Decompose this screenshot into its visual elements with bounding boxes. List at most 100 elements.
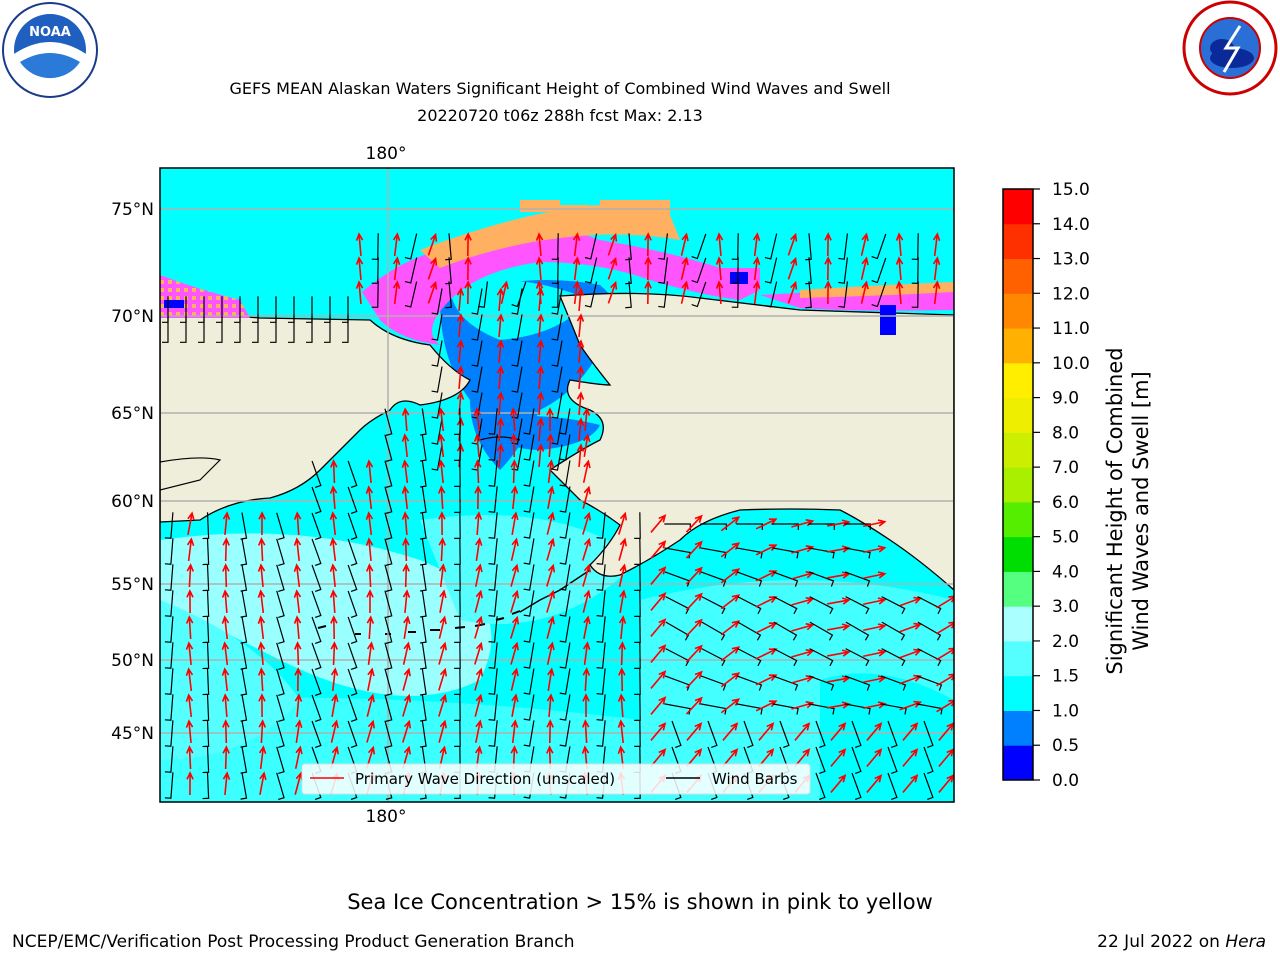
wind-barb	[404, 281, 418, 308]
footer-date-text: 22 Jul 2022 on	[1097, 932, 1226, 952]
colorbar-segment	[1003, 362, 1033, 399]
wave-direction-arrow	[824, 232, 832, 257]
wave-direction-arrow	[330, 667, 339, 692]
wave-direction-arrow	[222, 563, 230, 588]
wind-barb	[164, 564, 174, 591]
wind-barb	[164, 590, 174, 617]
wind-barb	[551, 340, 563, 367]
wind-barb	[701, 648, 726, 667]
wind-barb	[671, 720, 682, 749]
wave-direction-arrow	[258, 693, 266, 718]
wind-barb	[311, 720, 322, 749]
wind-barb	[764, 233, 778, 260]
colorbar-tick-label: 0.5	[1052, 736, 1079, 756]
wind-barb	[202, 564, 210, 592]
wave-direction-arrow	[403, 615, 411, 639]
wave-direction-arrow	[618, 511, 628, 535]
wave-direction-arrow	[576, 391, 585, 416]
wave-direction-arrow	[582, 511, 592, 535]
wave-direction-arrow	[715, 232, 724, 257]
wave-direction-arrow	[863, 623, 887, 632]
wind-barb	[511, 366, 523, 393]
wind-barb	[511, 340, 523, 367]
wind-barb	[431, 444, 443, 471]
wave-direction-arrow	[329, 537, 338, 562]
wave-direction-arrow	[936, 673, 954, 687]
wave-direction-arrow	[617, 693, 626, 718]
wave-direction-arrow	[547, 667, 555, 691]
wind-barb	[881, 596, 906, 615]
wave-direction-arrow	[582, 485, 591, 509]
colorbar-tick-label: 7.0	[1052, 458, 1079, 478]
wave-direction-arrow	[582, 563, 592, 587]
wind-barb	[881, 621, 906, 641]
wave-direction-arrow	[496, 417, 505, 442]
wave-direction-arrow	[794, 722, 811, 741]
wind-barb	[311, 564, 322, 593]
wave-direction-arrow	[365, 563, 374, 588]
wave-direction-arrow	[185, 719, 194, 744]
wave-direction-arrow	[758, 722, 775, 741]
wave-direction-arrow	[427, 232, 438, 256]
wave-direction-arrow	[438, 511, 446, 536]
wave-direction-arrow	[536, 443, 545, 468]
wind-barb	[198, 316, 205, 343]
wave-direction-arrow	[293, 511, 302, 536]
wind-barb	[347, 590, 358, 619]
wave-direction-arrow	[496, 365, 505, 390]
wave-direction-arrow	[936, 621, 954, 635]
wave-direction-arrow	[510, 537, 519, 561]
wave-direction-arrow	[185, 615, 194, 640]
wind-barb	[276, 616, 285, 644]
wind-barb	[180, 316, 187, 343]
wave-direction-arrow	[186, 537, 195, 562]
wave-direction-arrow	[581, 719, 590, 744]
wind-barb	[923, 772, 934, 801]
colorbar-tick-label: 4.0	[1052, 562, 1079, 582]
wave-direction-arrow	[474, 459, 482, 484]
wave-direction-arrow	[510, 589, 520, 613]
wave-direction-arrow	[186, 771, 194, 796]
wind-barb	[916, 675, 943, 691]
wind-barb	[737, 648, 762, 667]
wind-barb	[431, 314, 443, 341]
wind-barb	[523, 720, 535, 747]
wind-barb	[764, 281, 778, 308]
wind-barb	[523, 616, 535, 643]
wave-direction-arrow	[437, 407, 446, 432]
wind-barb	[488, 642, 498, 669]
wave-direction-arrow	[258, 745, 267, 770]
wind-barb	[276, 642, 285, 670]
wind-barb	[270, 316, 277, 343]
wave-direction-arrow	[618, 641, 626, 666]
wave-direction-arrow	[257, 641, 266, 666]
wave-direction-arrow	[755, 674, 778, 686]
colorbar-tick-label: 5.0	[1052, 528, 1079, 548]
wind-barb	[838, 281, 849, 308]
wind-barbs-legend-label: Wind Barbs	[712, 770, 798, 788]
wind-barb	[384, 538, 393, 566]
wave-direction-arrow	[474, 641, 484, 665]
wave-direction-arrow	[355, 256, 364, 281]
wave-direction-arrow	[547, 485, 555, 509]
wave-direction-arrow	[329, 563, 338, 588]
lon-label-bottom: 180°	[366, 807, 407, 827]
wave-direction-arrow	[355, 232, 364, 257]
wind-barb	[306, 316, 313, 343]
wind-barb	[691, 233, 707, 260]
lat-labels: 75°N 70°N 65°N 60°N 55°N 50°N 45°N	[111, 200, 154, 744]
wind-barb	[559, 590, 571, 617]
wave-direction-arrow	[827, 701, 851, 709]
wind-barb	[772, 675, 799, 691]
wind-barb	[625, 281, 632, 309]
wind-barb	[805, 281, 812, 309]
wind-barb	[779, 720, 790, 749]
wind-barb	[559, 538, 571, 565]
wave-direction-arrow	[755, 570, 778, 582]
wind-barb	[202, 590, 210, 618]
wind-barb	[240, 772, 248, 800]
wave-direction-arrow	[456, 365, 465, 390]
wave-direction-arrow	[618, 615, 627, 640]
wind-barb	[347, 486, 358, 515]
wave-direction-arrow	[330, 719, 339, 743]
